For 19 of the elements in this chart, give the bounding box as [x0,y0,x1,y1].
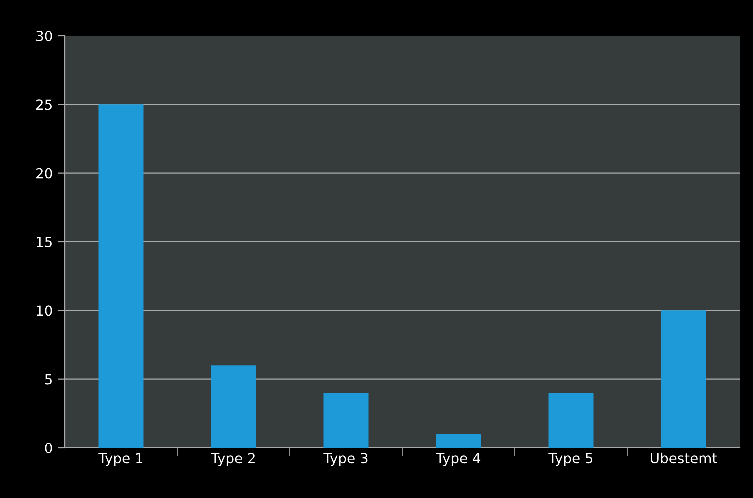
x-tick-label: Ubestemt [651,452,718,464]
y-tick-label: 15 [37,237,52,248]
y-tick-label: 10 [37,306,52,316]
bar [98,104,144,448]
bar [661,310,706,448]
bar [548,393,594,448]
y-tick-label: 25 [36,100,52,110]
bar [211,366,256,448]
x-tick-label: Type 4 [436,453,481,466]
x-tick-label: Type 3 [324,453,368,466]
x-tick-label: Type 2 [211,453,255,466]
x-tick-label: Type 1 [98,453,143,466]
bar [324,393,369,448]
x-tick-label: Type 5 [548,453,593,466]
y-tick-label: 5 [45,374,52,385]
y-tick-label: 20 [36,168,52,179]
bar [436,434,482,448]
y-tick-label: 30 [36,30,52,42]
y-tick-label: 0 [45,442,52,454]
